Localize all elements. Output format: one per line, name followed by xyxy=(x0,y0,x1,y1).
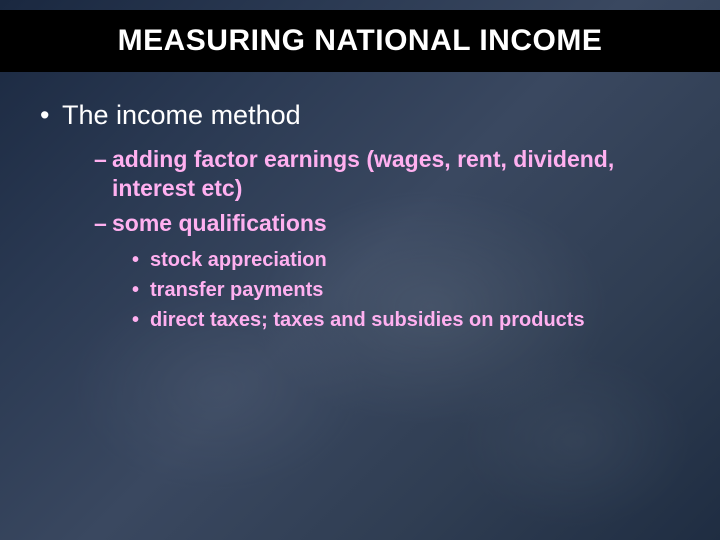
bullet-level2-text: some qualifications xyxy=(112,210,327,236)
bullet-level2-text: adding factor earnings (wages, rent, div… xyxy=(112,146,614,201)
slide-title: MEASURING NATIONAL INCOME xyxy=(0,24,720,58)
bullet-level3: stock appreciation xyxy=(40,247,680,273)
title-bar: MEASURING NATIONAL INCOME xyxy=(0,10,720,72)
bullet-level3: transfer payments xyxy=(40,277,680,303)
bullet-level3-group: stock appreciation transfer payments dir… xyxy=(40,247,680,333)
bullet-level3: direct taxes; taxes and subsidies on pro… xyxy=(40,307,680,333)
slide-container: MEASURING NATIONAL INCOME The income met… xyxy=(0,10,720,540)
bullet-level2: – some qualifications xyxy=(40,209,680,238)
bullet-level2: – adding factor earnings (wages, rent, d… xyxy=(40,145,680,203)
slide-content: The income method – adding factor earnin… xyxy=(0,72,720,333)
bullet-level1: The income method xyxy=(40,100,680,131)
